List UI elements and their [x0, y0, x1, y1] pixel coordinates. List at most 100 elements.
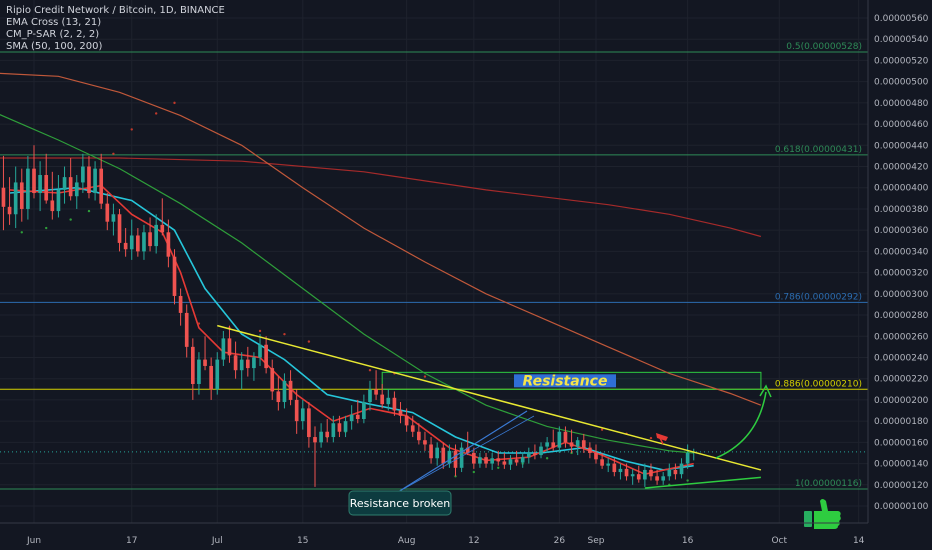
candle-body: [355, 414, 360, 420]
candle-body: [56, 189, 61, 212]
candle-body: [673, 469, 678, 475]
resistance-trendline: [217, 324, 762, 471]
candle-body: [233, 355, 238, 371]
candle-body: [594, 452, 598, 460]
candle-body: [514, 459, 519, 463]
candle-body: [172, 256, 177, 296]
sma200-line: [0, 157, 762, 238]
broken-label-box: [348, 490, 452, 516]
candle-body: [227, 338, 232, 356]
candle-body: [190, 346, 195, 384]
candle-body: [429, 444, 433, 459]
price-tick-label: 0.00000180: [874, 417, 929, 427]
candle-body: [19, 182, 24, 209]
candle-body: [349, 414, 354, 422]
time-tick-label: Jul: [211, 536, 223, 546]
candle-body: [520, 457, 525, 463]
psar-dot: [472, 470, 476, 474]
psar-dot: [545, 457, 549, 460]
legend-title: Ripio Credit Network / Bitcoin, 1D, BINA…: [6, 5, 225, 16]
candle-body: [13, 182, 18, 215]
sma50-line: [0, 114, 694, 454]
candle-body: [563, 431, 568, 443]
price-tick-label: 0.00000540: [874, 35, 929, 45]
candle-body: [282, 380, 287, 403]
annotations: Resistance broken: [348, 384, 841, 529]
candle-body: [447, 450, 452, 464]
price-tick-label: 0.00000460: [874, 120, 929, 130]
candle-body: [557, 431, 562, 448]
candle-body: [307, 408, 311, 438]
candle-body: [203, 359, 207, 366]
candle-body: [508, 459, 513, 465]
psar-dot: [154, 112, 158, 115]
candle-body: [618, 468, 623, 473]
candle-body: [117, 214, 122, 243]
candle-body: [471, 452, 476, 464]
psar-dot: [20, 231, 23, 234]
grid-lines: [0, 0, 868, 523]
candle-body: [221, 338, 226, 360]
price-tick-label: 0.00000380: [874, 205, 929, 215]
candle-body: [606, 463, 611, 466]
candle-body: [105, 203, 110, 222]
fib-label: 0.5(0.00000528): [786, 42, 862, 52]
candle-body: [685, 452, 690, 464]
candle-body: [362, 402, 366, 420]
price-tick-label: 0.00000140: [874, 460, 929, 470]
candle-body: [93, 168, 97, 194]
time-tick-label: 14: [853, 536, 865, 546]
candle-body: [38, 175, 42, 194]
red-flag-icon-pole: [658, 435, 664, 445]
candle-body: [581, 440, 586, 448]
resistance-label-bg: [514, 374, 616, 388]
fib-label: 1(0.00000116): [795, 479, 862, 489]
psar-dot: [130, 128, 133, 131]
candle-body: [386, 397, 391, 405]
broken-pointer-line2: [397, 415, 535, 493]
time-tick-label: 26: [554, 536, 566, 546]
candle-body: [636, 474, 641, 480]
candle-body: [490, 458, 494, 464]
candle-body: [74, 182, 79, 197]
psar-dot: [649, 436, 653, 440]
candle-body: [630, 474, 635, 477]
candle-body: [649, 469, 653, 477]
candle-body: [545, 442, 549, 447]
price-tick-label: 0.00000120: [874, 481, 929, 491]
candle-body: [166, 232, 171, 257]
candle-body: [160, 224, 165, 233]
candle-body: [417, 431, 421, 441]
candle-body: [624, 468, 629, 477]
candle-body: [392, 397, 397, 411]
time-tick-label: 12: [468, 536, 479, 546]
thumb-hand: [814, 499, 841, 529]
candle-body: [569, 442, 574, 447]
candle-body: [44, 175, 49, 201]
time-tick-label: Jun: [26, 536, 41, 546]
candle-body: [252, 357, 256, 369]
candle-body: [264, 344, 268, 369]
legend-sma: SMA (50, 100, 200): [6, 41, 103, 52]
resistance-zone: Resistance: [381, 371, 762, 390]
candle-body: [319, 431, 323, 443]
candle-body: [7, 206, 12, 215]
psar-dot: [173, 101, 176, 105]
candle-body: [502, 461, 507, 465]
psar-dot: [258, 329, 262, 333]
candle-body: [404, 415, 409, 426]
time-tick-label: Oct: [771, 536, 787, 546]
broken-pointer-line: [397, 410, 528, 493]
candle-body: [661, 476, 666, 481]
price-tick-label: 0.00000420: [874, 163, 929, 173]
candle-body: [245, 359, 250, 369]
candles: [1, 145, 696, 487]
candle-body: [26, 168, 30, 209]
price-tick-label: 0.00000220: [874, 375, 929, 385]
legend-psar: CM_P-SAR (2, 2, 2): [6, 29, 100, 40]
candle-body: [533, 452, 537, 456]
price-tick-label: 0.00000340: [874, 247, 929, 257]
